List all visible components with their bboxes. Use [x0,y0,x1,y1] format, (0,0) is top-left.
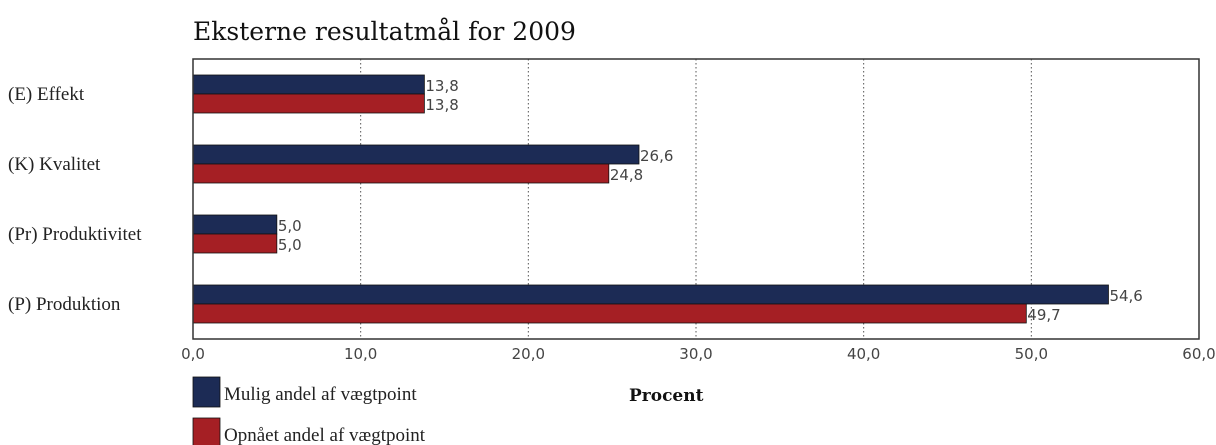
x-tick-label: 10,0 [344,345,377,363]
legend-swatch [192,417,221,445]
x-tick-label: 50,0 [1015,345,1048,363]
x-axis-label: Procent [629,386,704,406]
legend-label: Mulig andel af vægtpoint [224,384,417,405]
bar [192,163,610,184]
bar [192,74,425,95]
bar [192,144,640,165]
data-label: 5,0 [278,236,302,254]
data-label: 13,8 [425,96,458,114]
x-tick-labels: 0,0 10,0 20,0 30,0 40,0 50,0 60,0 [181,345,1216,363]
x-tick-label: 60,0 [1182,345,1215,363]
category-labels: (E) Effekt (K) Kvalitet (Pr) Produktivitet… [8,84,142,315]
category-label: (E) Effekt [8,84,85,105]
data-label: 13,8 [425,77,458,95]
data-label: 26,6 [640,147,673,165]
data-label: 24,8 [610,166,643,184]
legend: Mulig andel af vægtpoint Opnået andel af … [192,376,426,445]
bar [192,284,1109,305]
legend-swatch [192,376,221,408]
x-tick-label: 0,0 [181,345,205,363]
category-label: (P) Produktion [8,294,121,315]
bar [192,303,1027,324]
bar [192,93,425,114]
data-labels: 13,813,8 26,624,8 5,05,0 54,6 49,7 [278,77,1143,324]
data-label: 5,0 [278,217,302,235]
bar [192,214,278,235]
category-label: (Pr) Produktivitet [8,224,142,245]
data-label: 49,7 [1027,306,1060,324]
bar [192,233,278,254]
x-tick-label: 30,0 [679,345,712,363]
chart-title: Eksterne resultatmål for 2009 [193,17,576,46]
data-label: 54,6 [1109,287,1142,305]
x-tick-label: 40,0 [847,345,880,363]
x-tick-label: 20,0 [512,345,545,363]
category-label: (K) Kvalitet [8,154,101,175]
bars [192,74,1109,324]
plot-frame [192,58,1200,340]
legend-label: Opnået andel af vægtpoint [224,425,426,445]
